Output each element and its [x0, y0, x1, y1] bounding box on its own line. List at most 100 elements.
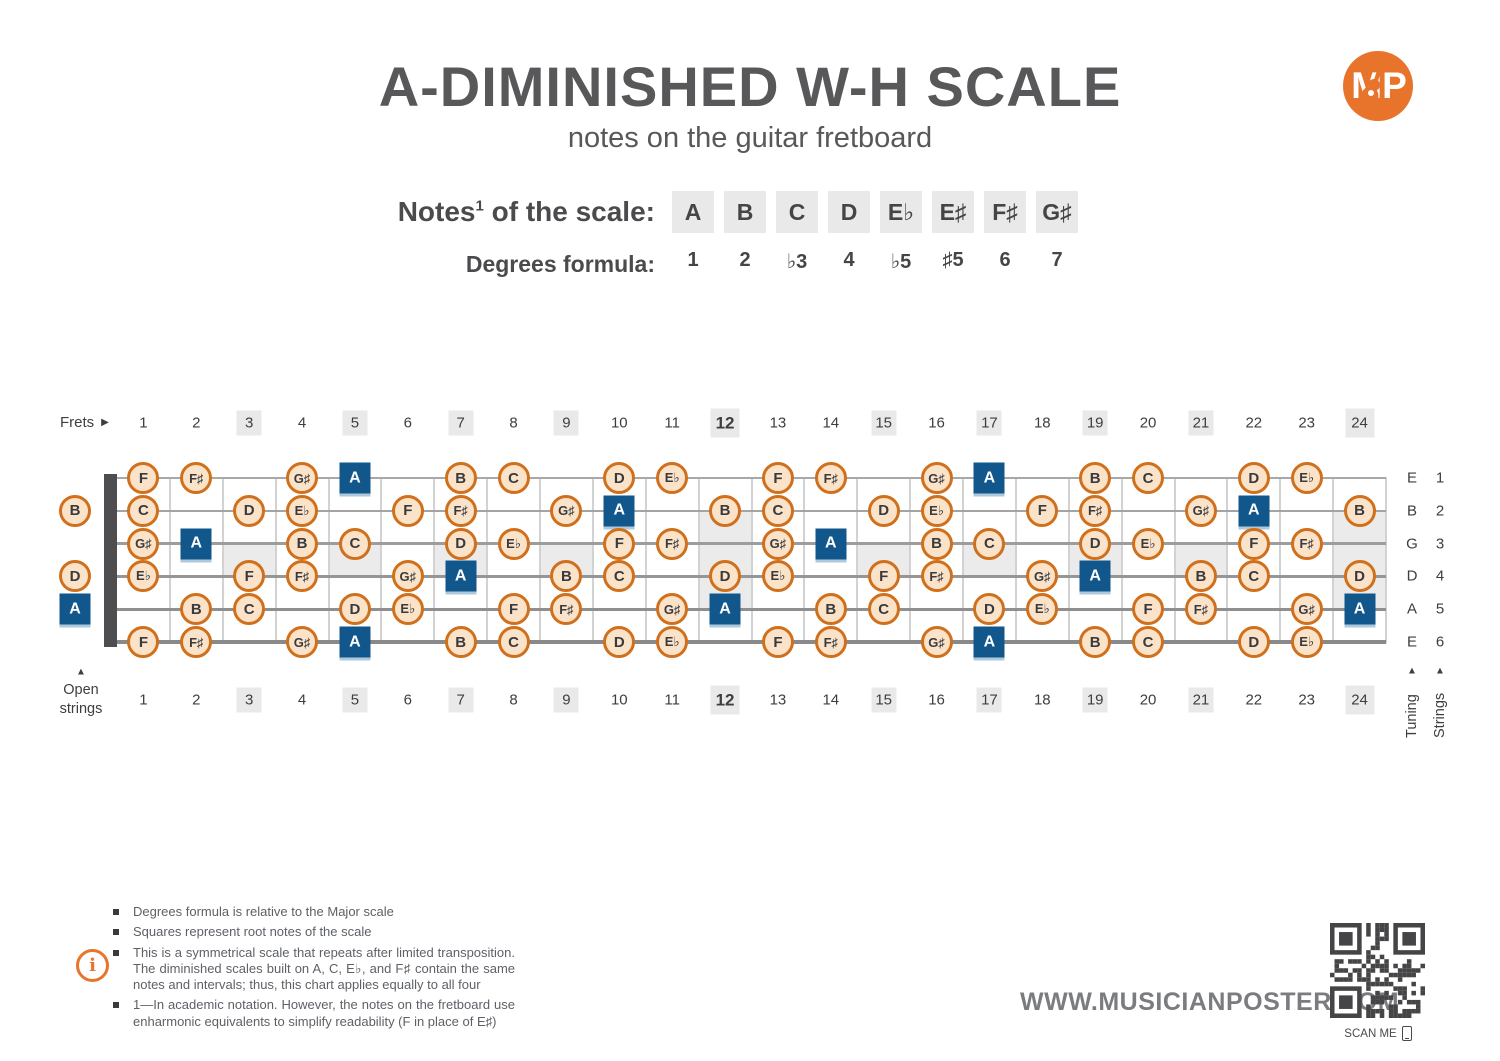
note-marker: B: [1079, 462, 1112, 494]
right-arrow-icon: ▶: [101, 417, 109, 428]
fret-number: 3: [236, 410, 262, 436]
fret-marker-double: [1333, 510, 1386, 610]
note-marker: C: [603, 560, 636, 593]
note-marker: B: [59, 494, 91, 527]
fret-line: [221, 477, 224, 643]
tuning-label: A: [1406, 600, 1418, 618]
fret-line: [697, 477, 700, 643]
fret-number: 9: [553, 687, 579, 713]
note-marker: B: [286, 527, 319, 560]
note-marker: B: [920, 527, 953, 560]
phone-icon: [1401, 1026, 1412, 1041]
note-marker: G♯: [1026, 560, 1059, 593]
fret-line: [1226, 477, 1229, 643]
page-title: A-DIMINISHED W-H SCALE: [378, 55, 1122, 118]
scale-note: E♯: [932, 191, 974, 233]
string-3: [117, 542, 1386, 545]
note-marker: E♭: [656, 626, 689, 658]
degree: 4: [843, 249, 855, 271]
fret-number: 19: [1082, 410, 1108, 436]
note-marker: F♯: [814, 462, 847, 494]
note-marker: B: [180, 593, 213, 626]
degree: 6: [999, 249, 1011, 271]
footnote-text: Degrees formula is relative to the Major…: [133, 904, 394, 919]
string-6: [117, 640, 1386, 644]
note-marker: F: [391, 494, 424, 527]
note-marker: G♯: [550, 494, 583, 527]
note-marker: B: [814, 593, 847, 626]
scale-notes-row: A B C D E♭ E♯ F♯ G♯: [672, 191, 1078, 233]
info-icon: i: [76, 949, 109, 982]
root-note-marker: A: [59, 593, 91, 625]
fret-number: 15: [871, 687, 897, 713]
footnote-text: 1—In academic notation. However, the not…: [133, 997, 515, 1029]
note-marker: F: [761, 626, 794, 658]
fret-number: 22: [1245, 691, 1263, 709]
fret-line: [1014, 477, 1017, 643]
note-marker: E♭: [286, 494, 319, 527]
fret-number: 7: [448, 687, 474, 713]
fret-line: [856, 477, 859, 643]
degree: ♯5: [942, 249, 964, 271]
frets-label: Frets: [60, 414, 95, 431]
fret-number: 11: [664, 691, 680, 709]
note-marker: D: [603, 626, 636, 658]
page-subtitle: notes on the guitar fretboard: [567, 122, 933, 154]
note-marker: G♯: [286, 626, 319, 658]
note-marker: E♭: [1290, 626, 1323, 658]
note-marker: E♭: [1290, 462, 1323, 494]
tuning-label: D: [1406, 567, 1418, 585]
nut: [104, 474, 117, 647]
degrees-row: 1 2 ♭3 4 ♭5 ♯5 6 7: [672, 249, 1078, 274]
fret-number: 2: [192, 691, 201, 709]
note-marker: F: [127, 626, 160, 658]
fret-line: [486, 477, 489, 643]
tuning-label: B: [1406, 502, 1418, 520]
note-marker: B: [444, 462, 477, 494]
fret-number: 19: [1082, 687, 1108, 713]
root-note-marker: A: [1344, 593, 1376, 625]
fret-number: 21: [1188, 687, 1214, 713]
footnote-item: Squares represent root notes of the scal…: [113, 924, 515, 940]
fret-number: 23: [1298, 414, 1316, 432]
note-marker: D: [233, 494, 266, 527]
footnote-text: Squares represent root notes of the scal…: [133, 924, 372, 940]
footnote-item: 1—In academic notation. However, the not…: [113, 997, 515, 1030]
note-marker: E♭: [1132, 527, 1165, 560]
fret-marker-double: [698, 510, 752, 610]
note-marker: B: [709, 494, 742, 527]
up-arrow-icon: ▲: [76, 666, 86, 678]
note-marker: B: [1343, 494, 1376, 527]
string-number-label: 2: [1435, 502, 1445, 520]
root-note-marker: A: [180, 528, 212, 560]
fret-line: [591, 477, 594, 643]
open-strings-label: Open strings: [59, 682, 103, 717]
note-marker: G♯: [127, 527, 160, 560]
fret-line: [433, 477, 436, 643]
note-marker: F♯: [550, 593, 583, 626]
fret-number: 23: [1298, 691, 1316, 709]
fret-number: 13: [769, 414, 787, 432]
bullet-icon: [113, 1002, 119, 1009]
note-marker: C: [867, 593, 900, 626]
fret-number: 7: [448, 410, 474, 436]
fret-line: [962, 477, 964, 643]
fret-line: [803, 477, 806, 643]
fret-number: 17: [976, 687, 1002, 713]
scale-note: B: [724, 191, 766, 233]
note-marker: F: [761, 462, 794, 494]
fret-line: [909, 477, 912, 643]
note-marker: C: [1132, 462, 1165, 494]
note-marker: F: [127, 462, 160, 494]
fret-line: [539, 477, 541, 643]
note-marker: G♯: [391, 560, 424, 593]
string-1: [117, 477, 1386, 479]
string-number-label: 5: [1435, 600, 1445, 618]
fret-number: 3: [236, 687, 262, 713]
fret-number: 2: [192, 414, 201, 432]
fret-number: 1: [139, 691, 148, 709]
note-marker: C: [233, 593, 266, 626]
footnote-item: This is a symmetrical scale that repeats…: [113, 945, 515, 994]
fret-number: 15: [871, 410, 897, 436]
website-url: WWW.MUSICIANPOSTER.COM: [1020, 988, 1400, 1016]
